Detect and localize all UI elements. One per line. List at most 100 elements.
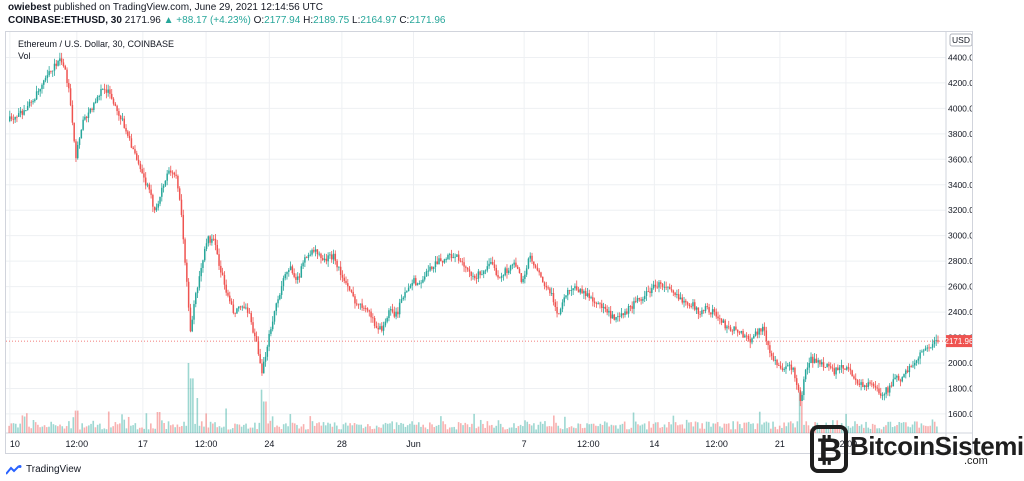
volume-bar <box>37 424 39 433</box>
volume-bar <box>167 421 170 433</box>
candle-body <box>871 383 873 385</box>
candle-body <box>651 288 653 293</box>
candle-body <box>552 293 555 303</box>
candle <box>651 283 653 297</box>
candle <box>245 303 247 310</box>
candle-body <box>856 380 859 384</box>
candle-body <box>341 275 344 278</box>
candle <box>305 256 308 259</box>
volume-bar <box>763 422 765 433</box>
candle <box>291 264 294 275</box>
candle-body <box>332 253 335 260</box>
candle-body <box>747 335 750 340</box>
volume-bar <box>535 429 537 433</box>
volume-bar <box>710 426 712 433</box>
candle-body <box>170 170 172 173</box>
volume-bar <box>123 419 126 433</box>
candle-body <box>212 238 215 240</box>
candle <box>32 99 34 105</box>
candle <box>908 363 911 378</box>
candle-body <box>618 316 621 317</box>
candle-body <box>488 263 490 267</box>
candle-body <box>180 199 183 215</box>
candle <box>161 183 163 202</box>
volume-bar <box>333 422 336 433</box>
candle-body <box>252 322 254 333</box>
volume-bar <box>818 425 821 433</box>
candle <box>795 374 798 390</box>
candle-body <box>254 332 256 337</box>
candle-body <box>103 88 106 90</box>
candle <box>28 99 31 108</box>
volume-bar <box>92 420 95 433</box>
volume-bar <box>114 422 117 433</box>
candle <box>701 307 703 317</box>
volume-bar <box>564 416 566 433</box>
candle <box>924 345 927 351</box>
chart-frame[interactable]: 1600.001800.002000.002200.002400.002600.… <box>5 31 973 454</box>
candle <box>239 305 242 311</box>
candle-body <box>779 365 782 369</box>
candle <box>87 107 90 123</box>
volume-bar <box>437 424 440 433</box>
volume-bar <box>898 422 901 433</box>
volume-bar <box>23 416 26 433</box>
candle <box>597 301 599 305</box>
volume-bar <box>413 424 416 433</box>
candle <box>314 245 317 257</box>
candle <box>110 89 113 100</box>
candle <box>212 234 215 241</box>
volume-bar <box>236 424 238 433</box>
candle-body <box>207 236 210 244</box>
candle <box>592 292 594 307</box>
volume-bar <box>227 429 230 433</box>
volume-bar <box>701 423 703 433</box>
candle <box>375 321 378 329</box>
candle <box>407 283 410 292</box>
candle-body <box>327 255 329 262</box>
candle <box>919 349 921 365</box>
price-chart[interactable]: 1600.001800.002000.002200.002400.002600.… <box>6 32 972 453</box>
candle-body <box>486 266 489 271</box>
candle <box>871 380 873 388</box>
candle-body <box>806 367 809 370</box>
candle <box>901 376 903 383</box>
candle <box>23 104 25 116</box>
candle-body <box>647 291 650 293</box>
candle-body <box>760 328 762 332</box>
candle <box>570 285 573 296</box>
candle <box>320 252 322 264</box>
candle <box>808 357 810 374</box>
volume-bar <box>70 428 72 433</box>
open-value: 2177.94 <box>264 15 301 26</box>
candle <box>704 303 707 314</box>
volume-bar <box>320 425 323 433</box>
candle <box>59 52 61 66</box>
volume-bar <box>203 426 205 433</box>
candle-body <box>186 262 188 282</box>
volume-bar <box>508 427 511 433</box>
candle-body <box>681 297 683 303</box>
candle <box>119 114 122 125</box>
candle <box>77 141 79 160</box>
candle-body <box>264 356 267 362</box>
candle <box>159 196 161 207</box>
volume-bar <box>380 427 382 433</box>
volume-bar <box>719 426 721 433</box>
tradingview-brand[interactable]: TradingView <box>6 464 81 475</box>
candle <box>751 337 753 345</box>
volume-bar <box>493 427 495 433</box>
candle-body <box>293 273 295 277</box>
volume-bar <box>524 420 526 433</box>
candle-body <box>611 314 614 319</box>
y-tick-label: 3000.00 <box>948 231 972 241</box>
candle <box>622 313 624 319</box>
candle <box>336 259 338 272</box>
candle <box>508 267 510 275</box>
candle-body <box>187 281 190 308</box>
candle <box>246 303 249 318</box>
candle-body <box>223 274 226 285</box>
candle <box>888 383 891 397</box>
candle-body <box>688 304 691 307</box>
volume-bar <box>927 426 929 433</box>
